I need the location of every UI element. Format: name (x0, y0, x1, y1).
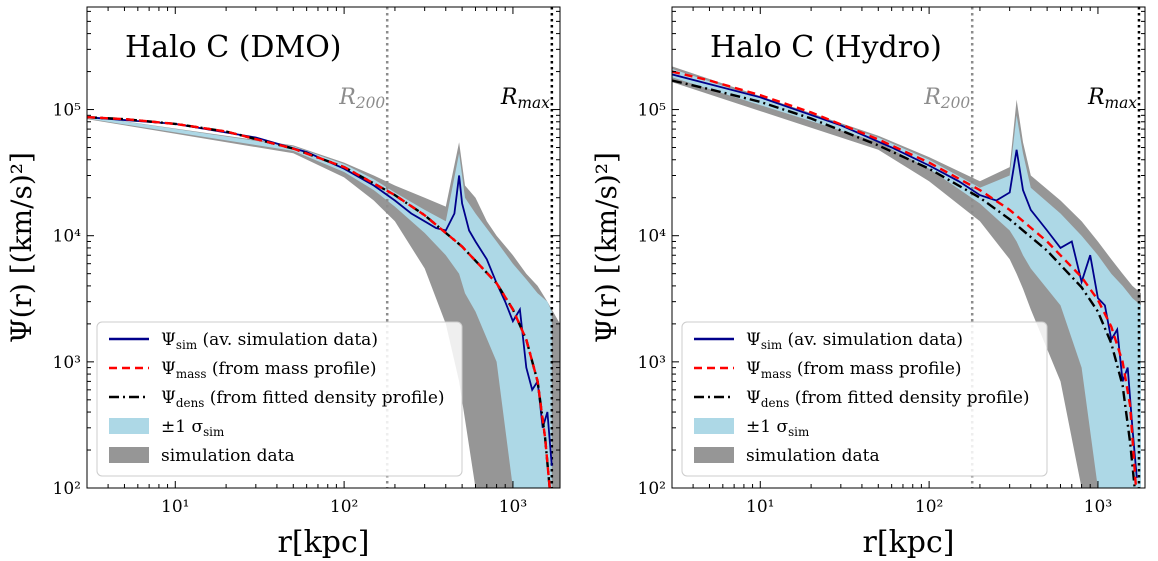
legend-label: Ψmass (from mass profile) (746, 359, 962, 381)
r200-label: R200 (338, 85, 385, 112)
y-tick-label: 10² (53, 479, 81, 499)
y-axis-ticks (87, 10, 560, 489)
psi-mass-line (87, 116, 551, 488)
psi-mass-line (672, 70, 1138, 488)
legend-label: Ψsim (av. simulation data) (161, 330, 378, 352)
y-tick-label: 10² (638, 479, 666, 499)
simulation-data-band (87, 115, 560, 488)
y-tick-label: 10³ (53, 353, 81, 373)
x-axis-label: r[kpc] (863, 525, 955, 560)
y-axis-label: Ψ(r) [(km/s)²] (590, 152, 623, 343)
panel-title: Halo C (Hydro) (710, 30, 942, 65)
chart-panel-1: 10¹ 10² 10³ 10² 10³ 10⁴ 10⁵ r[kpc] Ψ(r) [(km/s)²… (5, 6, 561, 560)
x-tick-label: 10³ (499, 497, 527, 517)
rmax-label: Rmax (500, 85, 550, 112)
x-axis-label: r[kpc] (278, 525, 370, 560)
legend-label: Ψdens (from fitted density profile) (746, 388, 1030, 410)
psi-sim-line (87, 116, 553, 466)
legend-swatch-fill (694, 447, 734, 463)
r200-label: R200 (923, 85, 970, 112)
sigma-band (672, 68, 1141, 488)
x-axis-ticks (86, 7, 514, 488)
legend-swatch-fill (694, 418, 734, 434)
legend: Ψsim (av. simulation data) Ψmass (from ma… (681, 321, 1048, 477)
legend-label: simulation data (746, 446, 880, 466)
psi-sim-line (672, 73, 1138, 479)
legend-label: ±1 σsim (746, 417, 809, 439)
y-tick-label: 10⁵ (638, 101, 667, 121)
y-axis-ticks (672, 10, 1145, 489)
chart-panel-2: 10¹ 10² 10³ 10² 10³ 10⁴ 10⁵ r[kpc] Ψ(r) [(km/s)²… (590, 6, 1146, 560)
legend-label: Ψsim (av. simulation data) (746, 330, 963, 352)
legend-box (96, 321, 463, 477)
y-axis-label: Ψ(r) [(km/s)²] (5, 152, 38, 343)
legend: Ψsim (av. simulation data) Ψmass (from ma… (96, 321, 463, 477)
x-tick-label: 10¹ (746, 497, 774, 517)
x-tick-label: 10¹ (161, 497, 189, 517)
legend-label: Ψmass (from mass profile) (161, 359, 377, 381)
panel-title: Halo C (DMO) (125, 30, 342, 65)
legend-label: simulation data (161, 446, 295, 466)
plot-area (672, 7, 1141, 488)
legend-label: ±1 σsim (161, 417, 224, 439)
x-tick-label: 10² (330, 497, 358, 517)
legend-swatch-fill (109, 447, 149, 463)
psi-dens-line (672, 79, 1136, 488)
rmax-label: Rmax (1087, 85, 1137, 112)
x-tick-label: 10³ (1084, 497, 1112, 517)
x-axis-ticks (671, 7, 1099, 488)
y-tick-label: 10⁴ (53, 227, 82, 247)
y-tick-label: 10³ (638, 353, 666, 373)
legend-label: Ψdens (from fitted density profile) (161, 388, 445, 410)
legend-box (681, 321, 1048, 477)
y-tick-label: 10⁵ (53, 101, 82, 121)
y-tick-label: 10⁴ (638, 227, 667, 247)
legend-swatch-fill (109, 418, 149, 434)
x-tick-label: 10² (915, 497, 943, 517)
plot-area (87, 7, 560, 488)
